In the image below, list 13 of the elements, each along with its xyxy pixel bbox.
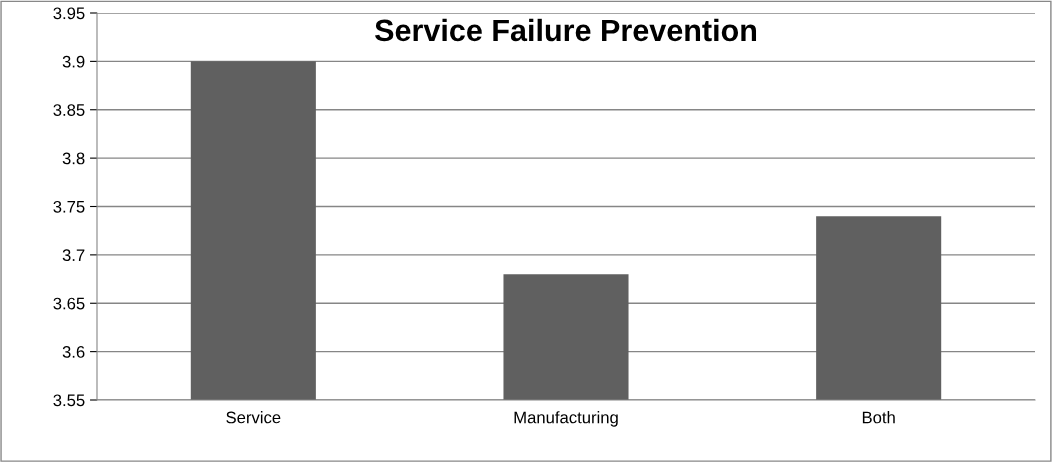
- y-tick-label: 3.75: [53, 200, 85, 213]
- y-tick-label: 3.6: [62, 346, 85, 358]
- y-tick-label: 3.65: [53, 297, 85, 310]
- y-tick-label: 3.9: [62, 55, 85, 68]
- x-tick-label: Manufacturing: [514, 411, 618, 427]
- y-tick-label: 3.55: [53, 394, 85, 407]
- chart-title: Service Failure Prevention: [374, 18, 757, 42]
- y-tick-label: 3.85: [53, 104, 85, 116]
- x-tick-label: Both: [862, 411, 895, 424]
- y-tick-label: 3.7: [62, 249, 85, 262]
- y-tick-label: 3.8: [62, 152, 85, 165]
- x-tick-label: Service: [226, 411, 281, 424]
- y-tick-label: 3.95: [53, 7, 85, 20]
